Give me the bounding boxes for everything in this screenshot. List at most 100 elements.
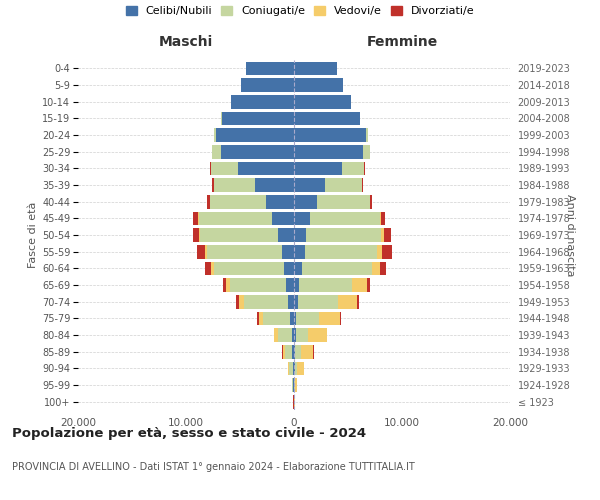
Bar: [214, 262, 284, 275]
Bar: [212, 145, 221, 158]
Bar: [278, 328, 292, 342]
Bar: [211, 162, 238, 175]
Bar: [257, 312, 259, 325]
Bar: [294, 145, 363, 158]
Bar: [380, 212, 381, 225]
Bar: [292, 345, 294, 358]
Bar: [295, 362, 297, 375]
Bar: [193, 228, 199, 242]
Bar: [294, 228, 307, 242]
Bar: [244, 295, 287, 308]
Bar: [305, 245, 377, 258]
Bar: [210, 195, 266, 208]
Bar: [308, 328, 327, 342]
Bar: [293, 378, 294, 392]
Bar: [294, 112, 360, 125]
Bar: [284, 262, 294, 275]
Bar: [214, 178, 255, 192]
Text: Femmine: Femmine: [367, 35, 437, 49]
Bar: [272, 212, 294, 225]
Bar: [294, 345, 295, 358]
Bar: [286, 278, 294, 292]
Bar: [266, 195, 294, 208]
Bar: [216, 128, 294, 142]
Y-axis label: Fasce di età: Fasce di età: [28, 202, 38, 268]
Bar: [274, 328, 278, 342]
Bar: [232, 95, 294, 108]
Bar: [301, 345, 313, 358]
Bar: [290, 312, 294, 325]
Bar: [319, 312, 340, 325]
Bar: [294, 362, 295, 375]
Bar: [236, 295, 239, 308]
Bar: [294, 128, 367, 142]
Bar: [294, 195, 317, 208]
Bar: [298, 295, 338, 308]
Bar: [384, 228, 391, 242]
Bar: [307, 228, 381, 242]
Bar: [294, 295, 298, 308]
Bar: [295, 378, 297, 392]
Bar: [352, 278, 367, 292]
Bar: [294, 245, 305, 258]
Bar: [297, 362, 304, 375]
Bar: [223, 278, 226, 292]
Bar: [230, 278, 286, 292]
Bar: [325, 178, 362, 192]
Bar: [238, 162, 294, 175]
Bar: [292, 328, 294, 342]
Bar: [241, 78, 294, 92]
Bar: [197, 245, 205, 258]
Bar: [302, 262, 371, 275]
Bar: [210, 162, 211, 175]
Bar: [263, 312, 290, 325]
Bar: [193, 212, 199, 225]
Bar: [295, 345, 301, 358]
Bar: [255, 178, 294, 192]
Text: Maschi: Maschi: [159, 35, 213, 49]
Bar: [363, 145, 370, 158]
Bar: [294, 262, 302, 275]
Bar: [199, 212, 272, 225]
Bar: [285, 345, 292, 358]
Bar: [211, 262, 214, 275]
Bar: [283, 345, 285, 358]
Bar: [294, 212, 310, 225]
Bar: [214, 128, 216, 142]
Bar: [377, 245, 382, 258]
Y-axis label: Anni di nascita: Anni di nascita: [565, 194, 575, 276]
Bar: [221, 145, 294, 158]
Bar: [362, 178, 363, 192]
Bar: [206, 195, 209, 208]
Bar: [226, 278, 230, 292]
Bar: [221, 112, 294, 125]
Bar: [357, 295, 359, 308]
Bar: [289, 362, 293, 375]
Bar: [294, 78, 343, 92]
Bar: [292, 378, 293, 392]
Bar: [310, 212, 380, 225]
Bar: [294, 162, 341, 175]
Legend: Celibi/Nubili, Coniugati/e, Vedovi/e, Divorziati/e: Celibi/Nubili, Coniugati/e, Vedovi/e, Di…: [125, 6, 475, 16]
Bar: [294, 95, 351, 108]
Bar: [299, 278, 352, 292]
Bar: [247, 62, 294, 75]
Bar: [380, 262, 386, 275]
Bar: [294, 328, 296, 342]
Bar: [370, 195, 371, 208]
Bar: [199, 228, 200, 242]
Bar: [200, 228, 278, 242]
Bar: [239, 295, 244, 308]
Bar: [381, 212, 385, 225]
Bar: [382, 245, 392, 258]
Bar: [371, 262, 380, 275]
Bar: [205, 245, 206, 258]
Bar: [341, 162, 364, 175]
Bar: [294, 62, 337, 75]
Bar: [367, 128, 368, 142]
Bar: [282, 245, 294, 258]
Bar: [381, 228, 384, 242]
Bar: [278, 228, 294, 242]
Bar: [206, 245, 282, 258]
Bar: [296, 328, 308, 342]
